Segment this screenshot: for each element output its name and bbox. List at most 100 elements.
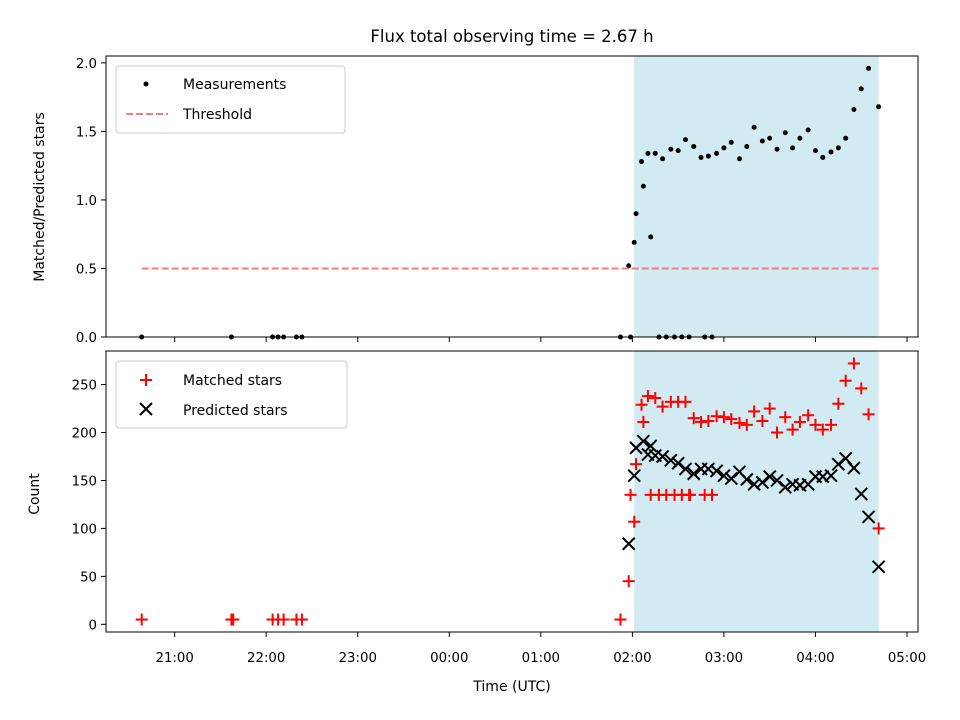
predicted-star-point bbox=[678, 462, 693, 476]
matched-star-point bbox=[277, 613, 290, 626]
measurement-point bbox=[639, 159, 645, 165]
predicted-star-point bbox=[778, 480, 792, 494]
measurement-point bbox=[721, 145, 727, 151]
predicted-star-point bbox=[643, 439, 658, 453]
matched-star-point bbox=[872, 522, 885, 535]
measurement-point bbox=[866, 65, 872, 71]
measurement-point bbox=[759, 138, 765, 144]
matched-star-point bbox=[771, 426, 784, 439]
matched-star-point bbox=[786, 423, 799, 436]
matched-star-point bbox=[748, 405, 761, 418]
top-y-tick-label: 2.0 bbox=[76, 57, 97, 72]
matched-star-point bbox=[793, 415, 806, 428]
x-tick-label: 00:00 bbox=[430, 651, 468, 666]
measurement-point bbox=[876, 104, 882, 110]
measurement-point bbox=[820, 154, 826, 160]
top-y-axis-label: Matched/Predicted stars bbox=[32, 112, 48, 282]
top-panel: 0.0 0.5 1.0 1.5 2.0 bbox=[76, 55, 919, 346]
predicted-star-point bbox=[724, 471, 738, 486]
bottom-y-tick-label: 150 bbox=[72, 474, 97, 489]
matched-star-point bbox=[628, 515, 641, 528]
predicted-star-point bbox=[664, 453, 678, 468]
predicted-star-point bbox=[747, 477, 761, 492]
measurement-point bbox=[828, 149, 834, 155]
matched-star-point bbox=[725, 413, 738, 426]
measurement-point bbox=[640, 183, 646, 189]
measurement-point bbox=[682, 137, 688, 143]
measurement-point bbox=[698, 154, 704, 160]
bottom-y-tick-label: 250 bbox=[72, 379, 97, 394]
predicted-star-point bbox=[636, 434, 651, 448]
x-tick-label: 22:00 bbox=[247, 651, 285, 666]
matched-star-point bbox=[706, 488, 719, 501]
predicted-star-point bbox=[701, 462, 716, 476]
matched-star-point bbox=[295, 613, 308, 626]
measurement-point bbox=[790, 145, 796, 151]
top-shaded-region bbox=[634, 56, 879, 337]
matched-star-point bbox=[763, 402, 776, 415]
measurement-point bbox=[835, 145, 841, 151]
measurement-point bbox=[797, 135, 803, 141]
measurement-point bbox=[858, 86, 864, 92]
predicted-star-point bbox=[622, 537, 636, 551]
bottom-y-tick-label: 50 bbox=[80, 570, 97, 585]
predicted-star-point bbox=[871, 560, 886, 574]
bottom-y-tick-label: 100 bbox=[72, 522, 97, 537]
measurement-point bbox=[675, 148, 681, 154]
measurement-point bbox=[652, 150, 658, 156]
matched-star-point bbox=[684, 488, 697, 501]
top-y-tick-label: 1.5 bbox=[76, 125, 97, 140]
legend-measurements-label: Measurements bbox=[183, 77, 286, 93]
chart-title: Flux total observing time = 2.67 h bbox=[370, 27, 653, 46]
measurement-point bbox=[805, 127, 811, 133]
matched-star-point bbox=[832, 397, 845, 410]
predicted-star-point bbox=[831, 457, 846, 471]
matched-star-point bbox=[756, 415, 769, 428]
bottom-y-tick-label: 200 bbox=[72, 427, 97, 442]
x-tick-label: 01:00 bbox=[522, 651, 560, 666]
legend-measurements-marker bbox=[143, 81, 149, 87]
matched-star-point bbox=[862, 408, 875, 421]
bottom-axes-frame bbox=[105, 350, 919, 633]
measurement-point bbox=[774, 146, 780, 152]
measurement-point bbox=[660, 156, 666, 162]
matched-star-point bbox=[847, 357, 860, 370]
measurement-point bbox=[705, 153, 711, 159]
measurement-point bbox=[626, 263, 632, 269]
top-y-tick-label: 1.0 bbox=[76, 194, 97, 209]
bottom-panel: 0 50 100 150 200 250 21:00 22:00 23:00 00:00 01:00… bbox=[72, 350, 926, 666]
matched-star-point bbox=[614, 613, 627, 626]
matched-star-point bbox=[630, 458, 643, 471]
predicted-star-point bbox=[854, 487, 868, 501]
x-tick-label: 04:00 bbox=[796, 651, 834, 666]
bottom-y-tick-label: 0 bbox=[89, 618, 97, 633]
measurement-point bbox=[843, 135, 849, 141]
top-axes-frame bbox=[105, 55, 919, 338]
matched-star-point bbox=[740, 418, 753, 431]
measurement-point bbox=[648, 234, 654, 240]
measurement-point bbox=[633, 211, 639, 217]
matched-star-point bbox=[135, 613, 148, 626]
predicted-star-point bbox=[762, 469, 777, 484]
matched-star-point bbox=[637, 415, 650, 428]
measurement-point bbox=[668, 146, 674, 152]
predicted-star-point bbox=[671, 456, 685, 470]
matched-star-point bbox=[624, 488, 637, 501]
legend-predicted-label: Predicted stars bbox=[183, 403, 288, 419]
predicted-star-point bbox=[824, 468, 838, 483]
matched-star-point bbox=[622, 575, 635, 588]
matched-star-point bbox=[802, 409, 815, 422]
predicted-star-point bbox=[770, 473, 784, 488]
x-tick-label: 03:00 bbox=[705, 651, 743, 666]
measurement-point bbox=[691, 143, 697, 149]
legend-matched-label: Matched stars bbox=[183, 373, 282, 389]
matched-star-point bbox=[656, 400, 669, 413]
measurement-point bbox=[728, 139, 734, 145]
measurement-point bbox=[744, 143, 750, 149]
x-tick-label: 21:00 bbox=[155, 651, 193, 666]
measurement-point bbox=[851, 106, 857, 112]
matched-star-point bbox=[641, 390, 654, 403]
measurement-point bbox=[812, 148, 818, 154]
measurement-point bbox=[782, 130, 788, 136]
measurement-point bbox=[736, 156, 742, 162]
